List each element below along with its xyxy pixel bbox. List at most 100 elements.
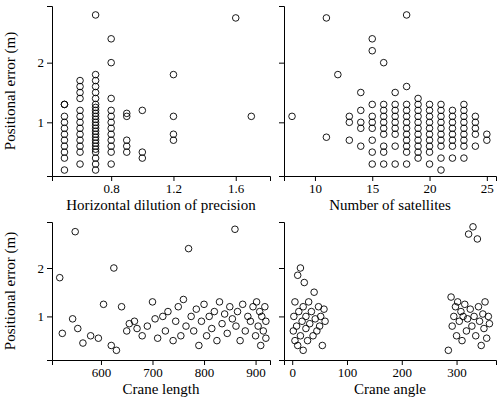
- point: [263, 318, 270, 325]
- point: [92, 71, 99, 78]
- x-axis-title: Crane angle: [354, 381, 426, 397]
- point: [123, 137, 130, 144]
- point: [190, 328, 197, 335]
- point: [289, 113, 296, 120]
- point: [170, 113, 177, 120]
- y-tick-mark: [47, 268, 52, 269]
- point: [123, 328, 130, 335]
- point: [144, 323, 151, 330]
- y-tick-mark: [279, 63, 284, 64]
- point: [486, 320, 493, 327]
- point: [481, 325, 488, 332]
- y-axis-title: Positional error (m): [2, 32, 19, 150]
- point: [108, 36, 115, 43]
- point: [56, 274, 63, 281]
- point: [294, 272, 301, 279]
- point: [224, 330, 231, 337]
- point: [162, 328, 169, 335]
- x-tick-label: 900: [246, 365, 266, 380]
- point: [346, 113, 353, 120]
- point: [304, 337, 311, 344]
- point: [463, 328, 470, 335]
- point: [232, 15, 239, 22]
- x-axis-title: Horizontal dilution of precision: [66, 197, 256, 213]
- point: [139, 107, 146, 114]
- point: [203, 332, 210, 339]
- point: [108, 342, 115, 349]
- point: [461, 301, 468, 308]
- point: [461, 101, 468, 108]
- point: [293, 323, 300, 330]
- point: [369, 36, 376, 43]
- panel: 0.81.21.612Horizontal dilution of precis…: [2, 7, 271, 214]
- point: [474, 236, 481, 243]
- x-tick: 900: [246, 360, 266, 380]
- point: [403, 101, 410, 108]
- y-axis-line: [279, 7, 285, 177]
- point: [464, 316, 471, 323]
- x-tick-label: 15: [366, 181, 379, 196]
- point: [113, 347, 120, 354]
- point: [61, 113, 68, 120]
- x-tick-label: 1.2: [166, 181, 182, 196]
- point: [303, 313, 310, 320]
- point: [92, 12, 99, 19]
- point: [484, 131, 491, 138]
- point: [252, 332, 259, 339]
- point: [219, 320, 226, 327]
- point: [478, 342, 485, 349]
- point: [80, 340, 87, 347]
- point: [369, 113, 376, 120]
- x-tick: 700: [143, 360, 163, 380]
- x-tick: 200: [393, 360, 413, 380]
- point: [149, 299, 156, 306]
- point: [322, 318, 329, 325]
- point: [118, 303, 125, 310]
- point: [426, 161, 433, 168]
- point: [242, 328, 249, 335]
- point: [357, 107, 364, 114]
- point: [227, 303, 234, 310]
- point: [183, 323, 190, 330]
- point: [403, 12, 410, 19]
- point: [323, 134, 330, 141]
- point: [69, 316, 76, 323]
- point: [316, 323, 323, 330]
- point: [445, 347, 452, 354]
- point: [108, 95, 115, 102]
- point: [306, 320, 313, 327]
- point: [170, 337, 177, 344]
- point: [297, 332, 304, 339]
- point: [185, 245, 192, 252]
- y-axis: [279, 223, 285, 361]
- y-tick: [279, 63, 284, 64]
- point: [108, 161, 115, 168]
- x-tick: 0: [289, 360, 296, 380]
- point: [232, 226, 239, 233]
- x-tick-label: 1.6: [228, 181, 245, 196]
- x-tick: 600: [92, 360, 112, 380]
- y-axis: 12: [38, 223, 53, 361]
- point: [188, 313, 195, 320]
- point: [392, 101, 399, 108]
- point: [319, 342, 326, 349]
- point: [263, 335, 270, 342]
- point: [297, 265, 304, 272]
- points: [56, 226, 269, 354]
- point: [357, 143, 364, 150]
- point: [392, 89, 399, 96]
- point: [61, 167, 68, 174]
- x-axis: 600700800900: [53, 360, 271, 380]
- point: [247, 318, 254, 325]
- x-axis: 10152025: [285, 176, 497, 196]
- point: [257, 342, 264, 349]
- point: [305, 299, 312, 306]
- point: [72, 228, 79, 235]
- point: [392, 143, 399, 150]
- point: [369, 101, 376, 108]
- point: [239, 301, 246, 308]
- point: [175, 303, 182, 310]
- point: [208, 325, 215, 332]
- point: [483, 335, 490, 342]
- figure: 0.81.21.612Horizontal dilution of precis…: [0, 0, 500, 402]
